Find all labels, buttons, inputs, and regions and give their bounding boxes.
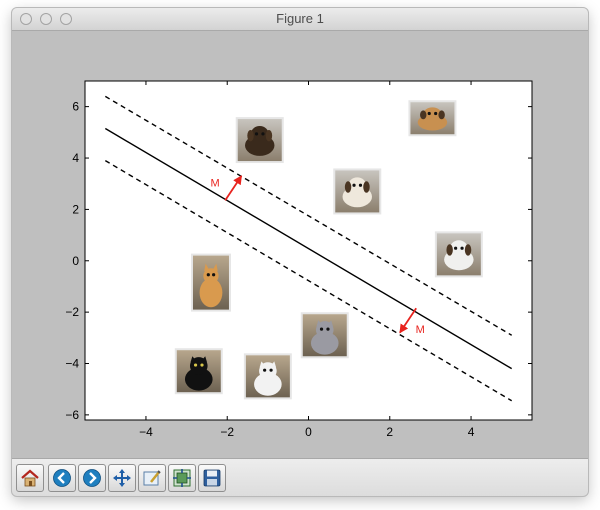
data-point-black-cat-photo <box>174 348 223 395</box>
pan-button[interactable] <box>108 464 136 492</box>
animal-head <box>203 268 219 284</box>
margin-arrows: MM <box>210 175 425 336</box>
y-tick-label: −6 <box>65 408 79 422</box>
ear <box>438 110 445 120</box>
eye <box>358 183 363 187</box>
series-line-decision-boundary <box>104 127 513 370</box>
y-tick-label: 2 <box>72 202 79 216</box>
boundary-lines <box>104 95 513 402</box>
y-tick-label: 0 <box>72 254 79 268</box>
ear <box>464 244 472 256</box>
animal-body <box>184 367 213 391</box>
eye <box>326 327 330 331</box>
forward-button[interactable] <box>78 464 106 492</box>
animal-head <box>189 357 208 375</box>
animal-body <box>310 331 339 355</box>
series-line-margin-lower <box>104 160 513 402</box>
configure-subplots-button[interactable] <box>168 464 196 492</box>
data-point-grey-kitten-photo <box>300 312 349 359</box>
data-point-dachshund-photo <box>235 117 284 164</box>
y-tick-label: −4 <box>65 357 79 371</box>
ear <box>327 320 334 327</box>
ear <box>420 110 427 120</box>
axes: −4 −2 0 2 4 −6 −4 −2 0 2 4 6 <box>65 81 532 439</box>
subplots-icon <box>173 469 191 487</box>
x-tick-label: 2 <box>386 425 393 439</box>
ear <box>204 263 209 272</box>
animal-head <box>250 125 269 144</box>
ear <box>213 263 218 272</box>
x-tick-label: 0 <box>305 425 312 439</box>
animal-head <box>315 321 334 339</box>
zoom-window-button[interactable] <box>60 13 72 25</box>
margin-arrow-1 <box>224 175 243 201</box>
pan-arrows-icon <box>113 469 131 487</box>
ear <box>190 356 197 363</box>
y-tick-label: −2 <box>65 305 79 319</box>
title-bar: Figure 1 <box>12 8 588 31</box>
eye <box>206 273 210 277</box>
save-button[interactable] <box>198 464 226 492</box>
margin-label-2: M <box>416 324 425 336</box>
eye <box>269 368 273 372</box>
ear <box>201 356 208 363</box>
eye <box>427 111 431 116</box>
eye <box>212 273 216 277</box>
data-point-white-kitten-photo <box>243 353 292 400</box>
data-point-shih-tzu-photo <box>434 231 483 278</box>
eye <box>434 111 438 116</box>
zoom-button[interactable] <box>138 464 166 492</box>
home-button[interactable] <box>16 464 44 492</box>
eye <box>200 363 204 367</box>
home-icon <box>21 469 39 487</box>
eye <box>319 327 324 331</box>
ear <box>265 129 273 142</box>
ear <box>446 244 453 256</box>
data-point-orange-cat-photo <box>190 253 231 312</box>
animal-body <box>254 372 282 396</box>
floppy-disk-icon <box>203 469 221 487</box>
animal-head <box>449 240 469 258</box>
ear <box>270 361 277 368</box>
margin-arrow-2 <box>399 307 417 334</box>
animal-head <box>348 177 367 195</box>
animal-body <box>199 278 223 308</box>
ear <box>363 181 370 193</box>
x-tick-label: 4 <box>468 425 475 439</box>
eye <box>263 368 267 372</box>
data-point-chihuahua-photo <box>333 168 382 215</box>
x-tick-label: −4 <box>139 425 153 439</box>
minimize-window-button[interactable] <box>40 13 52 25</box>
y-tick-label: 4 <box>72 151 79 165</box>
eye <box>193 363 198 367</box>
series-line-margin-upper <box>104 95 513 336</box>
animal-head <box>259 362 277 380</box>
eye <box>454 246 458 250</box>
zoom-rectangle-icon <box>143 470 161 486</box>
back-arrow-icon <box>53 469 71 487</box>
x-tick-label: −2 <box>220 425 234 439</box>
animal-head <box>423 107 442 121</box>
ear <box>344 181 352 193</box>
ear <box>316 320 322 327</box>
back-button[interactable] <box>48 464 76 492</box>
image-points <box>174 100 483 400</box>
data-point-lying-puppy-photo <box>408 100 457 137</box>
eye <box>352 183 356 187</box>
eye <box>261 132 265 136</box>
eye <box>460 246 464 250</box>
window-title: Figure 1 <box>276 11 324 26</box>
margin-label-1: M <box>210 177 219 189</box>
navigation-toolbar <box>12 458 588 496</box>
eye <box>254 132 259 136</box>
close-window-button[interactable] <box>20 13 32 25</box>
ear <box>247 129 254 142</box>
forward-arrow-icon <box>83 469 101 487</box>
y-tick-label: 6 <box>72 100 79 114</box>
ear <box>259 361 266 368</box>
